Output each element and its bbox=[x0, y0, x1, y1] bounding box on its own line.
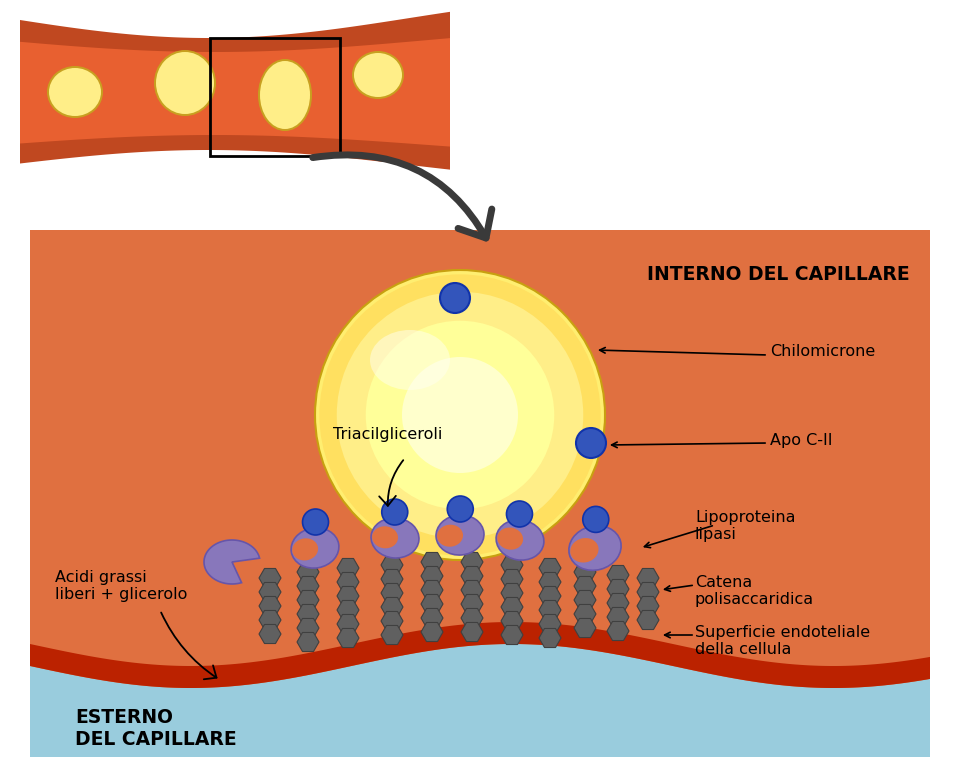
Circle shape bbox=[382, 499, 407, 525]
FancyArrowPatch shape bbox=[380, 460, 404, 506]
Ellipse shape bbox=[366, 321, 554, 509]
Ellipse shape bbox=[154, 50, 216, 116]
Ellipse shape bbox=[258, 59, 312, 131]
Text: Acidi grassi
liberi + glicerolo: Acidi grassi liberi + glicerolo bbox=[55, 570, 187, 602]
FancyArrowPatch shape bbox=[312, 155, 492, 238]
Circle shape bbox=[582, 507, 608, 532]
Ellipse shape bbox=[292, 538, 318, 560]
Text: Superficie endoteliale
della cellula: Superficie endoteliale della cellula bbox=[695, 625, 870, 657]
Bar bbox=[210, 38, 340, 156]
Ellipse shape bbox=[354, 53, 402, 97]
Circle shape bbox=[506, 501, 532, 527]
Ellipse shape bbox=[371, 518, 419, 558]
Polygon shape bbox=[30, 622, 930, 688]
Ellipse shape bbox=[436, 515, 484, 555]
Text: Apo C-II: Apo C-II bbox=[770, 433, 832, 448]
Ellipse shape bbox=[315, 270, 605, 560]
Text: INTERNO DEL CAPILLARE: INTERNO DEL CAPILLARE bbox=[648, 265, 910, 284]
Circle shape bbox=[303, 509, 329, 535]
Ellipse shape bbox=[49, 68, 101, 116]
Ellipse shape bbox=[319, 274, 601, 556]
Ellipse shape bbox=[496, 520, 544, 560]
Text: Catena
polisaccaridica: Catena polisaccaridica bbox=[695, 575, 814, 608]
Ellipse shape bbox=[352, 51, 404, 99]
Circle shape bbox=[440, 283, 470, 313]
Text: Lipoproteina
lipasi: Lipoproteina lipasi bbox=[695, 510, 796, 542]
Ellipse shape bbox=[497, 528, 523, 549]
Text: ESTERNO
DEL CAPILLARE: ESTERNO DEL CAPILLARE bbox=[75, 708, 236, 749]
Ellipse shape bbox=[372, 526, 398, 549]
Ellipse shape bbox=[569, 526, 621, 570]
Polygon shape bbox=[30, 644, 930, 757]
Ellipse shape bbox=[370, 330, 450, 390]
Bar bbox=[30, 230, 930, 755]
Ellipse shape bbox=[291, 528, 339, 568]
Polygon shape bbox=[204, 540, 259, 584]
FancyArrowPatch shape bbox=[161, 612, 216, 679]
Circle shape bbox=[576, 428, 606, 458]
Text: Triacilgliceroli: Triacilgliceroli bbox=[333, 427, 443, 442]
Ellipse shape bbox=[336, 291, 583, 538]
Ellipse shape bbox=[570, 538, 599, 563]
Ellipse shape bbox=[437, 524, 463, 547]
Circle shape bbox=[447, 496, 473, 522]
Ellipse shape bbox=[47, 66, 103, 118]
Ellipse shape bbox=[156, 52, 214, 114]
Text: Chilomicrone: Chilomicrone bbox=[770, 344, 875, 360]
Polygon shape bbox=[20, 12, 450, 169]
Ellipse shape bbox=[402, 357, 518, 473]
Polygon shape bbox=[20, 38, 450, 147]
Ellipse shape bbox=[315, 270, 605, 560]
Ellipse shape bbox=[260, 61, 310, 129]
